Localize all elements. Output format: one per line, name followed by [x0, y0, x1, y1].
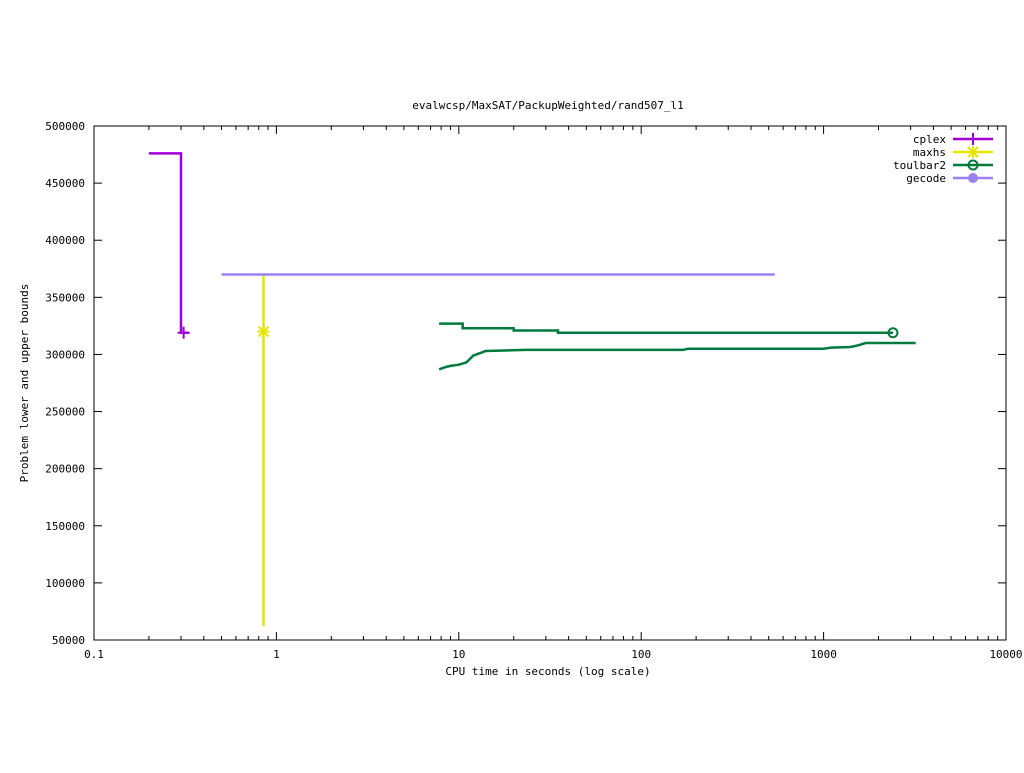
cplex-line — [148, 152, 189, 334]
y-tick-label: 400000 — [45, 234, 85, 247]
toulbar2-line — [438, 341, 916, 371]
legend-marker-maxhs — [967, 146, 979, 158]
y-tick-label: 200000 — [45, 463, 85, 476]
plot-frame — [93, 125, 1007, 641]
chart-title: evalwcsp/MaxSAT/PackupWeighted/rand507_l… — [412, 99, 684, 112]
x-tick-label: 100 — [631, 648, 651, 661]
legend-marker-cplex — [967, 133, 979, 145]
x-axis-label: CPU time in seconds (log scale) — [445, 665, 650, 678]
y-tick-label: 300000 — [45, 348, 85, 361]
x-tick-label: 0.1 — [84, 648, 104, 661]
x-tick-label: 1000 — [810, 648, 837, 661]
series-cplex — [148, 152, 190, 339]
y-tick-label: 450000 — [45, 177, 85, 190]
y-tick-label: 150000 — [45, 520, 85, 533]
y-tick-label: 250000 — [45, 406, 85, 419]
y-tick-label: 500000 — [45, 120, 85, 133]
y-tick-label: 50000 — [52, 634, 85, 647]
y-axis-label: Problem lower and upper bounds — [18, 284, 31, 483]
cplex-marker — [177, 326, 190, 339]
x-tick-label: 10 — [452, 648, 465, 661]
series-layer — [148, 152, 916, 627]
legend-marker-gecode — [968, 173, 978, 183]
toulbar2-marker — [887, 327, 899, 339]
series-toulbar2 — [438, 322, 916, 371]
legend-marker-toulbar2 — [967, 159, 979, 171]
x-tick-label: 10000 — [989, 648, 1022, 661]
series-maxhs — [257, 274, 270, 627]
legend-label: toulbar2 — [893, 159, 946, 172]
maxhs-marker — [257, 325, 270, 338]
x-tick-label: 1 — [273, 648, 280, 661]
y-tick-label: 350000 — [45, 291, 85, 304]
legend-label: cplex — [913, 133, 946, 146]
toulbar2-line — [439, 322, 893, 334]
y-tick-label: 100000 — [45, 577, 85, 590]
legend-label: maxhs — [913, 146, 946, 159]
legend-label: gecode — [906, 172, 946, 185]
axes: 50000 100000 150000 200000 250000 300000 35000… — [45, 120, 1022, 661]
